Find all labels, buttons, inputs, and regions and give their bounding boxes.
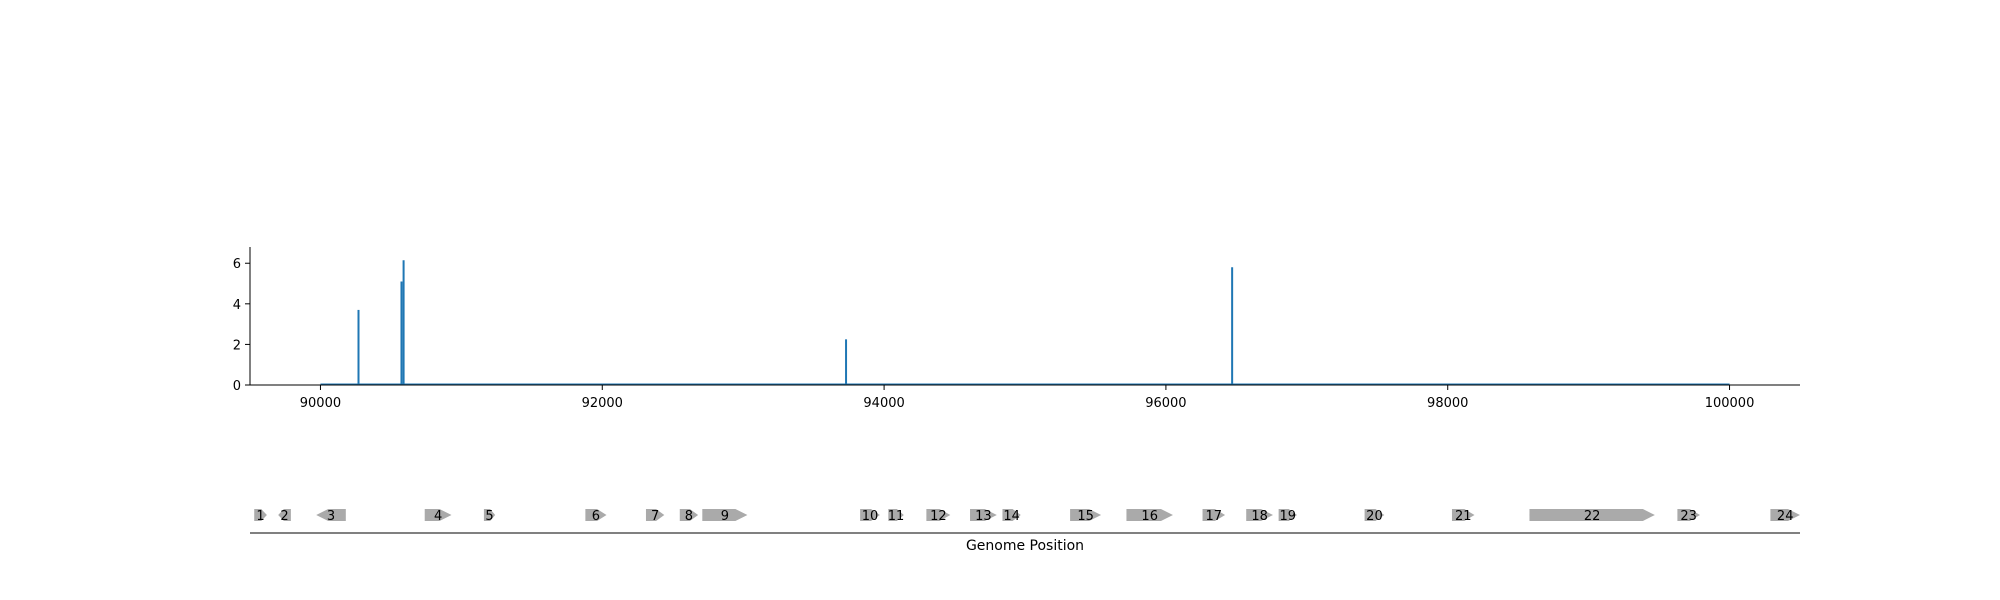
gene-map: 1 2 3 4 5 6 7 8 9 10 11 12 13 14 15 16 17 18 19 20 21 22 23 24 …	[250, 509, 1800, 554]
gene-arrow	[1070, 509, 1102, 521]
y-tick-label: 2	[233, 338, 241, 353]
gene-label: 8	[685, 509, 693, 524]
gene-arrow	[1770, 509, 1800, 521]
gene-arrow	[1202, 509, 1226, 521]
gene-arrow	[1364, 509, 1385, 521]
gene-arrow	[1278, 509, 1297, 521]
gene-label: 9	[721, 509, 729, 524]
x-tick-label: 100000	[1705, 396, 1755, 411]
gene-label: 17	[1206, 509, 1223, 524]
gene-arrow	[645, 509, 665, 521]
x-tick-label: 92000	[582, 396, 623, 411]
gene-arrow	[278, 509, 291, 521]
gene-arrow	[1002, 509, 1021, 521]
gene-label: 12	[930, 509, 947, 524]
y-tick-label: 0	[233, 379, 241, 394]
gene-label: 13	[975, 509, 992, 524]
gene-arrow	[1677, 509, 1700, 521]
gene-arrow	[679, 509, 699, 521]
gene-arrow	[1451, 509, 1475, 521]
gene-label: 19	[1280, 509, 1297, 524]
x-tick-labels: 90000 92000 94000 96000 98000 100000	[300, 385, 1755, 411]
gene-arrow	[1246, 509, 1273, 521]
x-tick-label: 94000	[863, 396, 904, 411]
gene-label: 20	[1366, 509, 1383, 524]
gene-arrow	[424, 509, 452, 521]
y-tick-label: 6	[233, 257, 241, 272]
coverage-plot: 90000 92000 94000 96000 98000 100000 0 2 4 6	[233, 247, 1800, 411]
gene-arrow	[1529, 509, 1655, 521]
gene-arrow	[316, 509, 346, 521]
gene-label: 3	[327, 509, 335, 524]
gene-label: 23	[1680, 509, 1697, 524]
gene-label: 2	[280, 509, 288, 524]
gene-label: 5	[485, 509, 493, 524]
x-tick-label: 96000	[1145, 396, 1186, 411]
gene-label: 11	[888, 509, 905, 524]
gene-arrow	[860, 509, 880, 521]
gene-label: 10	[862, 509, 879, 524]
gene-label: 14	[1003, 509, 1020, 524]
gene-label: 1	[256, 509, 264, 524]
gene-arrow	[585, 509, 607, 521]
gene-label: 6	[592, 509, 600, 524]
gene-arrow	[970, 509, 997, 521]
gene-features: 1 2 3 4 5 6 7 8 9 10 11 12 13 14 15 16 17 18 19 20 21 22 23 24	[254, 509, 1800, 524]
gene-label: 15	[1077, 509, 1094, 524]
gene-label: 16	[1141, 509, 1158, 524]
x-tick-label: 90000	[300, 396, 341, 411]
gene-arrow	[1126, 509, 1173, 521]
gene-label: 7	[651, 509, 659, 524]
coverage-series	[320, 260, 1730, 386]
gene-label: 4	[434, 509, 442, 524]
y-tick-labels: 0 2 4 6	[233, 257, 250, 394]
x-tick-label: 98000	[1427, 396, 1468, 411]
gene-label: 24	[1777, 509, 1794, 524]
gene-arrow	[702, 509, 748, 521]
gene-label: 18	[1251, 509, 1268, 524]
x-axis-label: Genome Position	[966, 538, 1084, 554]
gene-label: 21	[1455, 509, 1472, 524]
gene-label: 22	[1584, 509, 1601, 524]
y-tick-label: 4	[233, 298, 241, 313]
gene-arrow	[483, 509, 496, 521]
gene-arrow	[926, 509, 951, 521]
gene-arrow	[254, 509, 267, 521]
gene-arrow	[888, 509, 904, 521]
